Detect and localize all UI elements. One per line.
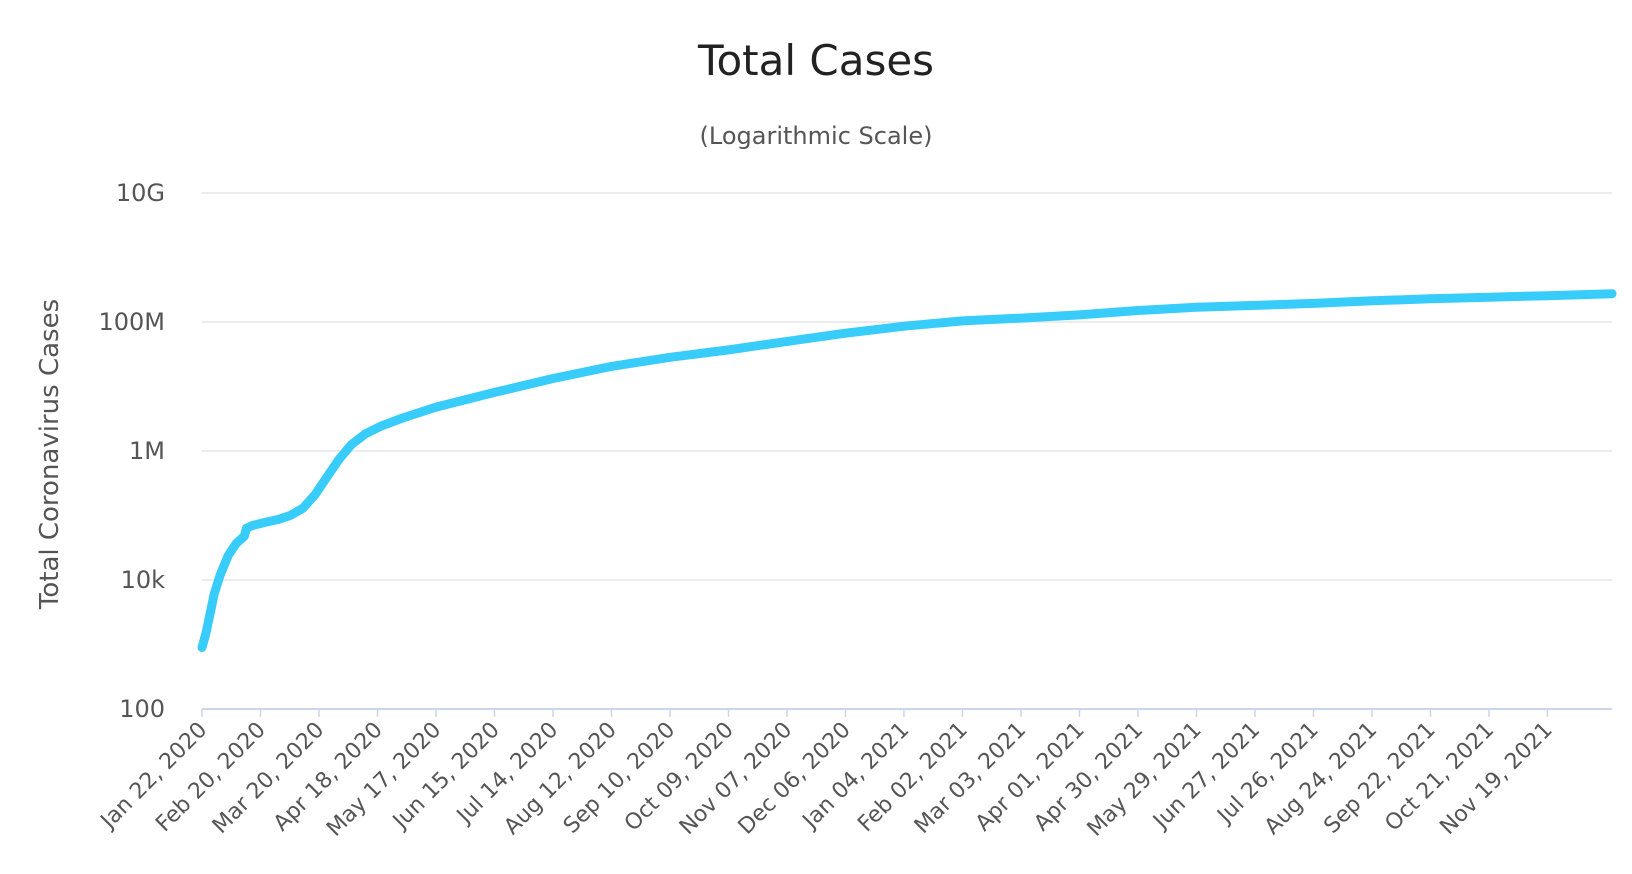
series-layer xyxy=(197,289,1617,652)
y-tick-label: 1M xyxy=(129,437,165,465)
x-tick-label: Jul 14, 2020 xyxy=(451,718,563,830)
y-tick-label: 10k xyxy=(121,566,166,594)
x-tick-label: Jul 26, 2021 xyxy=(1212,718,1324,830)
y-tick-label: 100M xyxy=(98,308,165,336)
y-axis-ticks: 100 10k 1M 100M 10G xyxy=(98,179,165,723)
y-tick-label: 100 xyxy=(119,695,165,723)
series-line-total-cases[interactable] xyxy=(197,289,1617,652)
y-tick-label: 10G xyxy=(116,179,165,207)
y-axis-title: Total Coronavirus Cases xyxy=(35,299,65,610)
gridlines xyxy=(202,192,1612,710)
chart-subtitle: (Logarithmic Scale) xyxy=(700,122,933,150)
chart-title: Total Cases xyxy=(697,36,934,85)
